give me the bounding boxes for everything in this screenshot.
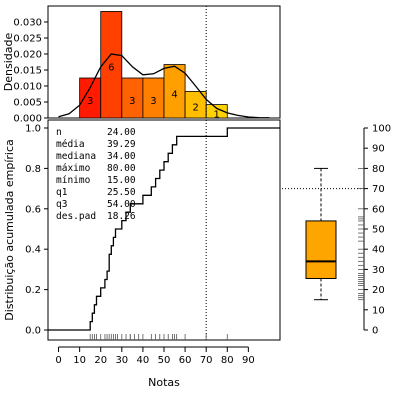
stat-label: q1 <box>56 187 68 198</box>
histogram-count-label: 1 <box>214 109 220 120</box>
stat-value: 54.00 <box>107 199 136 210</box>
ecdf-xtick-label: 90 <box>242 355 255 366</box>
ecdf-ytick-label: 0.4 <box>25 245 41 256</box>
density-curve <box>58 53 270 119</box>
ecdf-ytick-label: 0.2 <box>25 285 41 296</box>
stat-value: 18.26 <box>107 211 136 222</box>
boxplot-panel: 0 10 20 30 40 50 60 70 80 90 100 <box>282 124 391 337</box>
boxplot-ytick-label: 30 <box>372 265 385 276</box>
stat-value: 15.00 <box>107 175 136 186</box>
histogram-ytick-label: 0.015 <box>13 66 42 77</box>
boxplot-ytick-label: 50 <box>372 225 385 236</box>
stat-label: des.pad <box>56 211 96 222</box>
boxplot-ytick-label: 20 <box>372 285 385 296</box>
boxplot-ytick-label: 60 <box>372 204 385 215</box>
ecdf-xtick-label: 80 <box>221 355 234 366</box>
ecdf-xtick-label: 50 <box>158 355 171 366</box>
stat-label: q3 <box>56 199 67 210</box>
boxplot-ytick-label: 0 <box>372 326 378 337</box>
stat-label: média <box>56 139 85 150</box>
histogram-ytick-label: 0.000 <box>13 114 42 125</box>
boxplot-ytick-label: 100 <box>372 124 391 135</box>
ecdf-xtick-label: 40 <box>137 355 150 366</box>
ecdf-xtick-label: 20 <box>94 355 107 366</box>
ecdf-ytick-label: 1.0 <box>25 124 41 135</box>
ecdf-panel: Distribuição acumulada empírica Notas 0.… <box>3 119 281 389</box>
ecdf-xtick-label: 10 <box>73 355 86 366</box>
ecdf-xtick-label: 70 <box>200 355 213 366</box>
ecdf-step-line <box>48 127 280 331</box>
histogram-ytick-label: 0.005 <box>13 98 42 109</box>
stat-label: mínimo <box>56 175 91 186</box>
boxplot-ytick-label: 40 <box>372 245 385 256</box>
histogram-count-label: 3 <box>87 96 93 107</box>
ecdf-ylabel: Distribuição acumulada empírica <box>3 139 16 321</box>
histogram-ytick-label: 0.010 <box>13 82 42 93</box>
stat-value: 34.00 <box>107 151 136 162</box>
boxplot-ytick-label: 80 <box>372 164 385 175</box>
histogram-count-label: 3 <box>129 96 135 107</box>
boxplot-ytick-label: 10 <box>372 305 385 316</box>
ecdf-xtick-label: 0 <box>55 355 61 366</box>
ecdf-xlabel: Notas <box>148 376 180 389</box>
boxplot-ytick-label: 90 <box>372 144 385 155</box>
ecdf-xtick-label: 60 <box>179 355 192 366</box>
stat-value: 25.50 <box>107 187 136 198</box>
stat-value: 80.00 <box>107 163 136 174</box>
ecdf-ytick-label: 0.6 <box>25 204 41 215</box>
ecdf-xtick-label: 30 <box>115 355 128 366</box>
histogram-bar <box>100 11 123 119</box>
stat-label: n <box>56 127 62 138</box>
histogram-ylabel: Densidade <box>2 33 15 92</box>
histogram-count-label: 2 <box>192 103 198 114</box>
histogram-ytick-label: 0.025 <box>13 34 42 45</box>
stat-value: 39.29 <box>107 139 136 150</box>
boxplot-box <box>305 220 337 279</box>
stat-label: mediana <box>56 151 96 162</box>
stat-label: máximo <box>56 163 91 174</box>
histogram-ytick-label: 0.020 <box>13 50 42 61</box>
ecdf-ytick-label: 0.0 <box>25 326 41 337</box>
summary-stats: n 24.00 média 39.29 mediana 34.00 máximo 80.00 m… <box>56 127 136 222</box>
histogram-ytick-label: 0.030 <box>13 18 42 29</box>
histogram-count-label: 4 <box>171 89 177 100</box>
boxplot-ytick-label: 70 <box>372 184 385 195</box>
stat-value: 24.00 <box>107 127 136 138</box>
ecdf-ytick-label: 0.8 <box>25 164 41 175</box>
histogram-panel: Densidade 3 6 3 3 4 2 1 0.000 0.005 0.010 0.015 0.0… <box>2 5 281 125</box>
histogram-count-label: 6 <box>108 63 114 74</box>
histogram-count-label: 3 <box>150 96 156 107</box>
